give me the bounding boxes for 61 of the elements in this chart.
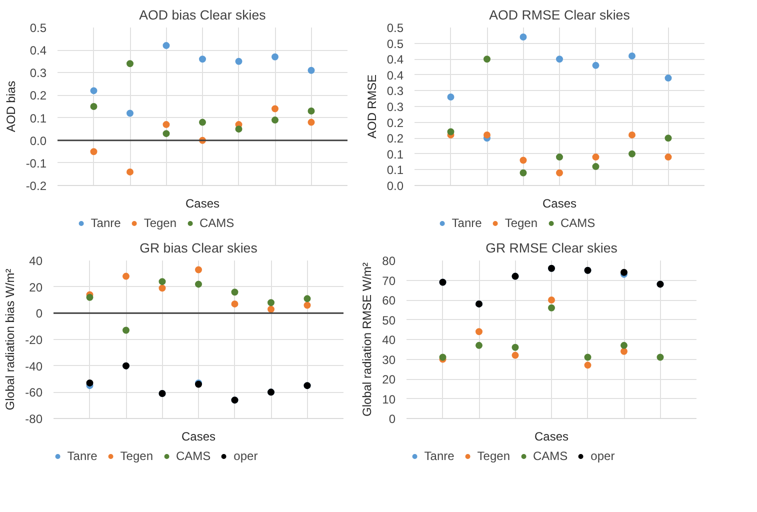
y-tick-label: -40 xyxy=(25,359,43,374)
chart-title: AOD bias Clear skies xyxy=(139,8,266,22)
legend-label: oper xyxy=(234,449,258,463)
y-tick-label: 0.5 xyxy=(386,36,404,51)
x-axis-title: Cases xyxy=(185,196,220,210)
y-tick-label: 0 xyxy=(36,306,43,321)
y-axis-title: AOD bias xyxy=(4,80,18,132)
legend-label: CAMS xyxy=(176,449,211,463)
y-tick-label: -20 xyxy=(25,333,43,347)
y-tick-label: 50 xyxy=(382,313,396,328)
legend-label: CAMS xyxy=(533,449,568,463)
legend-label: Tegen xyxy=(504,216,538,230)
y-tick-label: 40 xyxy=(382,333,396,347)
y-tick-label: 0.2 xyxy=(386,132,404,146)
y-tick-label: 0 xyxy=(388,412,396,426)
chart-title: GR bias Clear skies xyxy=(140,240,258,256)
y-tick-label: 0.1 xyxy=(386,147,404,162)
y-tick-label: 70 xyxy=(382,274,396,288)
y-tick-label: 0.0 xyxy=(386,179,404,193)
y-tick-label: 60 xyxy=(382,294,396,308)
y-tick-label: 0.2 xyxy=(386,116,404,130)
y-axis-title: AOD RMSE xyxy=(364,74,379,139)
y-tick-label: -80 xyxy=(25,412,43,426)
legend-label: Tanre xyxy=(67,449,98,463)
y-tick-label: 0.4 xyxy=(386,68,404,82)
y-tick-label: 0.1 xyxy=(30,111,47,126)
y-tick-label: 0.1 xyxy=(386,163,404,178)
y-axis-title: Global radiation bias W/m² xyxy=(3,268,18,410)
y-tick-label: 80 xyxy=(382,254,396,268)
y-tick-label: 0.0 xyxy=(30,134,47,148)
y-tick-label: 30 xyxy=(382,352,396,367)
y-tick-label: 0.4 xyxy=(30,44,47,58)
y-tick-label: -60 xyxy=(25,386,43,400)
legend-label: Tegen xyxy=(120,449,153,463)
legend-label: CAMS xyxy=(560,216,596,230)
x-axis-title: Cases xyxy=(181,430,216,444)
y-tick-label: 20 xyxy=(382,372,396,386)
y-tick-label: 0.4 xyxy=(386,52,404,67)
y-tick-label: 0.5 xyxy=(30,21,47,35)
y-tick-label: 0.3 xyxy=(386,100,404,114)
legend-label: Tanre xyxy=(452,216,482,230)
y-tick-label: 0.5 xyxy=(386,21,404,35)
legend-label: Tegen xyxy=(477,449,510,463)
x-axis-title: Cases xyxy=(534,430,569,444)
y-axis-title: Global radiation RMSE W/m² xyxy=(360,262,374,417)
y-tick-label: 0.3 xyxy=(30,66,47,80)
legend-label: oper xyxy=(590,449,615,463)
y-tick-label: 0.3 xyxy=(386,84,404,98)
y-tick-label: 10 xyxy=(382,392,396,406)
legend-label: Tanre xyxy=(424,449,454,463)
chart-title: AOD RMSE Clear skies xyxy=(489,8,630,22)
legend-label: Tegen xyxy=(144,216,177,230)
chart-title: GR RMSE Clear skies xyxy=(486,240,618,256)
x-axis-title: Cases xyxy=(542,196,577,210)
y-tick-label: 20 xyxy=(29,280,43,294)
y-tick-label: 40 xyxy=(29,254,43,268)
y-tick-label: 0.2 xyxy=(30,88,47,103)
legend-label: Tanre xyxy=(90,216,121,230)
legend-label: CAMS xyxy=(200,216,234,230)
y-tick-label: -0.2 xyxy=(26,179,47,193)
y-tick-label: -0.1 xyxy=(26,156,47,170)
